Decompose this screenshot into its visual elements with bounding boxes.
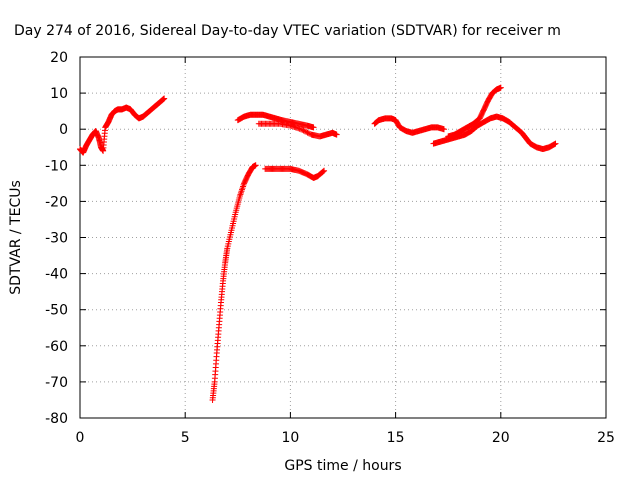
data-point bbox=[297, 126, 304, 133]
data-point bbox=[497, 84, 504, 91]
y-tick-label: 10 bbox=[50, 86, 68, 102]
x-tick-label: 0 bbox=[76, 430, 85, 446]
y-tick-label: -70 bbox=[45, 375, 68, 391]
data-point bbox=[320, 168, 327, 175]
data-point bbox=[301, 128, 308, 135]
data-point bbox=[321, 167, 328, 174]
y-tick-label: -40 bbox=[45, 267, 68, 283]
data-point bbox=[161, 95, 168, 102]
x-tick-label: 25 bbox=[597, 430, 615, 446]
y-tick-label: -80 bbox=[45, 411, 68, 427]
data-point bbox=[310, 124, 317, 131]
data-point bbox=[440, 126, 447, 133]
data-point bbox=[238, 188, 245, 195]
data-point bbox=[237, 191, 244, 198]
data-point bbox=[237, 189, 244, 196]
data-point bbox=[299, 126, 306, 133]
y-tick-label: -30 bbox=[45, 231, 68, 247]
data-point bbox=[240, 183, 247, 190]
x-tick-label: 10 bbox=[281, 430, 299, 446]
x-tick-label: 20 bbox=[492, 430, 510, 446]
data-points bbox=[77, 84, 559, 403]
plot-frame bbox=[79, 56, 607, 419]
chart-title: Day 274 of 2016, Sidereal Day-to-day VTE… bbox=[14, 23, 561, 39]
data-point bbox=[552, 140, 559, 147]
axis-ticks: 0 5 10 15 20 25 -80 -70 -60 -50 -40 -30 -20 -10 0 10 20 bbox=[45, 50, 615, 446]
y-tick-label: -10 bbox=[45, 158, 68, 174]
data-point bbox=[304, 129, 311, 136]
data-point bbox=[333, 131, 340, 138]
y-tick-label: -60 bbox=[45, 339, 68, 355]
x-axis-title: GPS time / hours bbox=[284, 458, 401, 474]
data-point bbox=[239, 185, 246, 192]
data-point bbox=[239, 186, 246, 193]
x-tick-label: 15 bbox=[387, 430, 405, 446]
data-point bbox=[305, 130, 312, 137]
data-point bbox=[300, 127, 307, 134]
data-point bbox=[303, 128, 310, 135]
y-tick-label: 20 bbox=[50, 50, 68, 66]
y-tick-label: -50 bbox=[45, 303, 68, 319]
data-point bbox=[252, 162, 259, 169]
x-tick-label: 5 bbox=[181, 430, 190, 446]
y-axis-title: SDTVAR / TECUs bbox=[8, 180, 24, 295]
grid bbox=[80, 57, 606, 418]
y-tick-label: -20 bbox=[45, 194, 68, 210]
y-tick-label: 0 bbox=[59, 122, 68, 138]
